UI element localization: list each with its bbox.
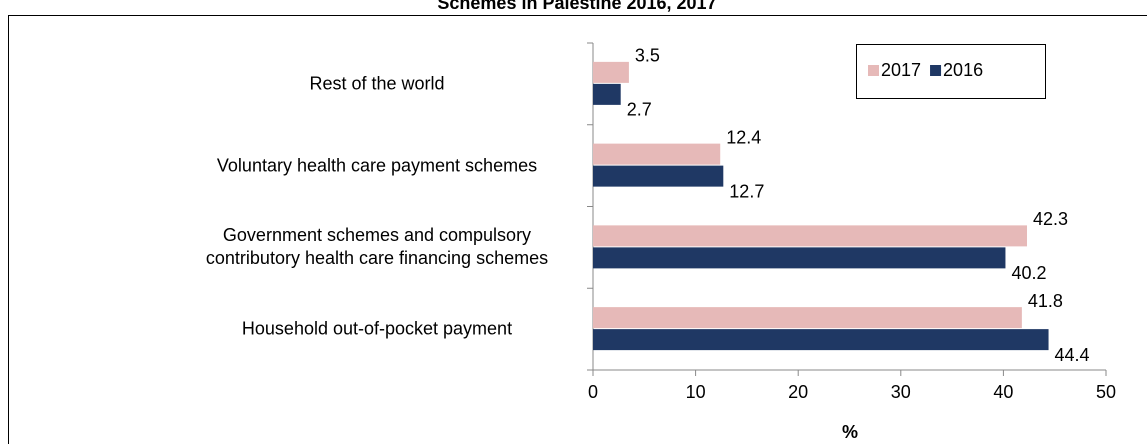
y-tick-label: Rest of the world (309, 73, 445, 94)
frame (8, 15, 1147, 444)
data-label: 12.7 (729, 181, 764, 201)
legend-box (856, 44, 1046, 99)
bar (593, 143, 721, 165)
legend-label: 2017 (881, 60, 921, 80)
data-label: 42.3 (1033, 209, 1068, 229)
legend-label: 2016 (943, 60, 983, 80)
y-tick-label: Government schemes and compulsory contri… (205, 225, 549, 269)
bar (593, 83, 621, 105)
data-label: 41.8 (1028, 291, 1063, 311)
y-tick-label: Household out-of-pocket payment (241, 318, 513, 339)
bar (593, 307, 1022, 329)
bar (593, 329, 1049, 351)
x-tick-label: 10 (686, 382, 706, 402)
bar (593, 247, 1006, 269)
bar (593, 225, 1027, 247)
legend-swatch (868, 65, 879, 76)
y-tick-label: Voluntary health care payment schemes (216, 155, 538, 176)
x-tick-label: 0 (588, 382, 598, 402)
x-tick-label: 30 (891, 382, 911, 402)
x-tick-label: 50 (1096, 382, 1116, 402)
x-tick-label: 20 (788, 382, 808, 402)
x-tick-label: 40 (993, 382, 1013, 402)
data-label: 2.7 (627, 100, 652, 120)
data-label: 3.5 (635, 46, 660, 66)
bar (593, 61, 629, 83)
data-label: 40.2 (1011, 263, 1046, 283)
data-label: 12.4 (726, 127, 761, 147)
chart-title: Schemes in Palestine 2016, 2017 (437, 0, 716, 13)
data-label: 44.4 (1055, 345, 1090, 365)
bar (593, 165, 724, 187)
x-axis-label: % (842, 422, 858, 442)
legend-swatch (930, 65, 942, 76)
